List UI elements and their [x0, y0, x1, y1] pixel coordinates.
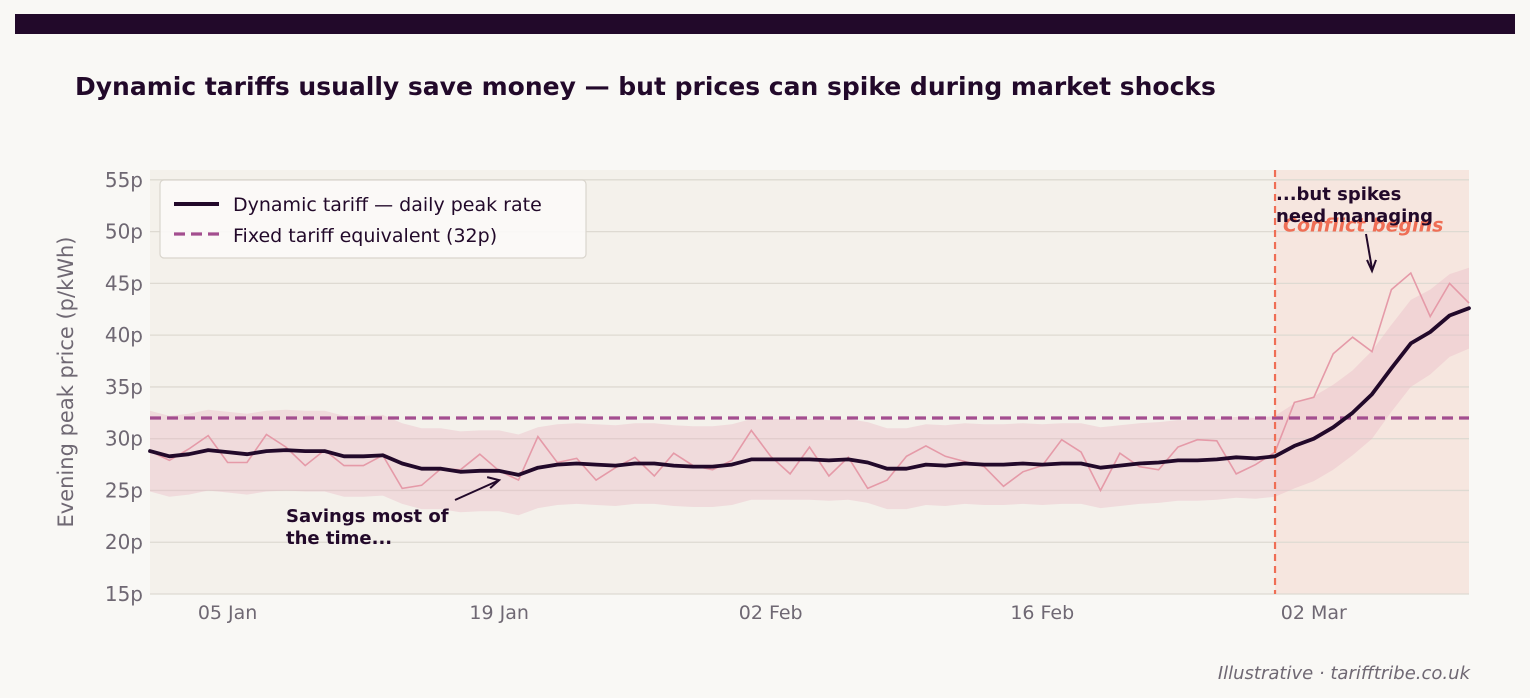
- legend-label-fixed: Fixed tariff equivalent (32p): [233, 225, 497, 247]
- annotation-savings: Savings most of the time...: [286, 506, 449, 549]
- header-band: [15, 14, 1515, 34]
- annotation-savings-arrow: [454, 480, 498, 501]
- dynamic-tariff-line: [148, 306, 1471, 477]
- x-tick-label: 02 Feb: [739, 602, 803, 624]
- y-axis-label: Evening peak price (p/kWh): [54, 237, 78, 528]
- x-tick-label: 16 Feb: [1010, 602, 1074, 624]
- y-tick-label: 30p: [105, 427, 143, 451]
- source-footnote: Illustrative · tarifftribe.co.uk: [1217, 663, 1470, 684]
- legend-label-dynamic: Dynamic tariff — daily peak rate: [233, 194, 542, 216]
- y-tick-label: 50p: [105, 220, 143, 244]
- annotation-spikes: ...but spikes need managing: [1276, 184, 1433, 227]
- y-tick-label: 45p: [105, 271, 143, 295]
- x-tick-label: 19 Jan: [469, 602, 529, 624]
- y-tick-label: 15p: [105, 582, 143, 606]
- x-tick-label: 02 Mar: [1281, 602, 1347, 624]
- y-tick-label: 40p: [105, 323, 143, 347]
- annotation-spikes-arrow: [1365, 233, 1374, 270]
- y-tick-label: 35p: [105, 375, 143, 399]
- annotation-savings-arrowhead: [486, 476, 502, 489]
- shock-period-shading: [1275, 170, 1469, 594]
- legend-box: [159, 179, 587, 259]
- y-tick-label: 55p: [105, 168, 143, 192]
- y-tick-label: 25p: [105, 478, 143, 502]
- raw-daily-line: [149, 271, 1470, 493]
- chart-title: Dynamic tariffs usually save money — but…: [75, 72, 1216, 101]
- x-tick-label: 05 Jan: [198, 602, 258, 624]
- y-tick-label: 20p: [105, 530, 143, 554]
- annotation-conflict-begins: Conflict begins: [1283, 214, 1443, 236]
- annotation-spikes-arrowhead: [1366, 259, 1377, 274]
